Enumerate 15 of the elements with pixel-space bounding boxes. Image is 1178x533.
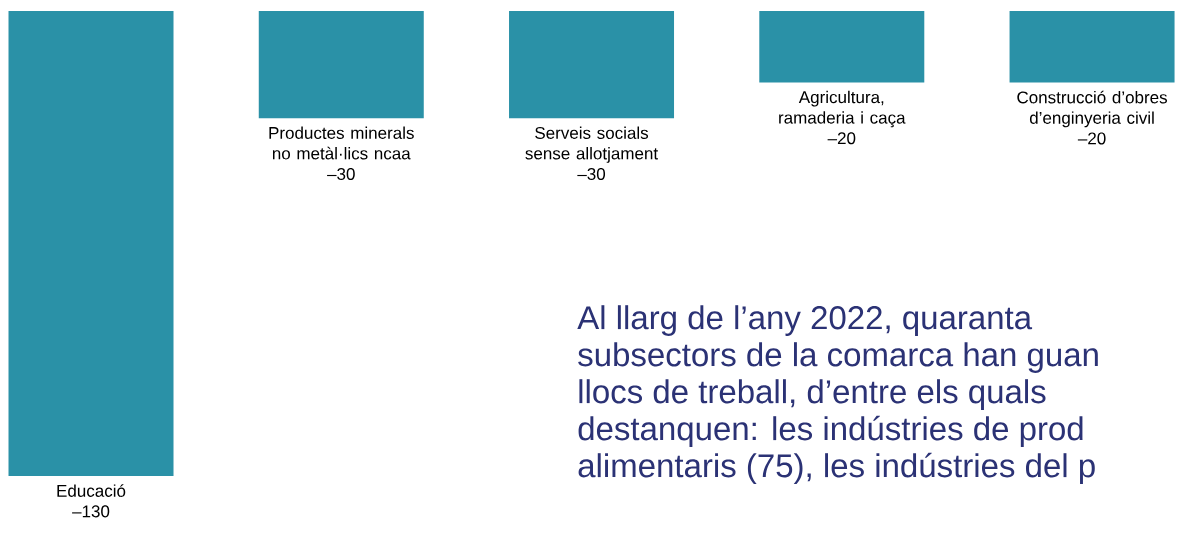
data-label: –30	[327, 167, 355, 180]
data-label: –20	[1077, 132, 1106, 145]
annotation: subsectors de la comarca han guan	[578, 342, 1098, 373]
annotation: alimentaris (75), les indústries del p	[578, 452, 1095, 484]
x-tick-label: Agricultura, ramaderia i caça	[779, 90, 906, 128]
annotation: Al llarg de l’any 2022, quaranta	[577, 305, 1033, 336]
annotation: destanquen: les indústries de prod	[578, 415, 1083, 447]
x-tick-label: Construcció d’obres d’enginyeria civil	[1017, 90, 1167, 128]
x-tick-label: Productes minerals no metàl·lics ncaa	[269, 126, 414, 160]
data-label: –130	[72, 505, 110, 518]
annotation: llocs de treball, d’entre els quals	[579, 379, 1046, 410]
x-tick-label: Serveis socials sense allotjament	[525, 126, 658, 163]
data-label: –30	[577, 167, 606, 180]
x-tick-label: Educació	[57, 484, 126, 497]
data-label: –20	[827, 132, 856, 145]
